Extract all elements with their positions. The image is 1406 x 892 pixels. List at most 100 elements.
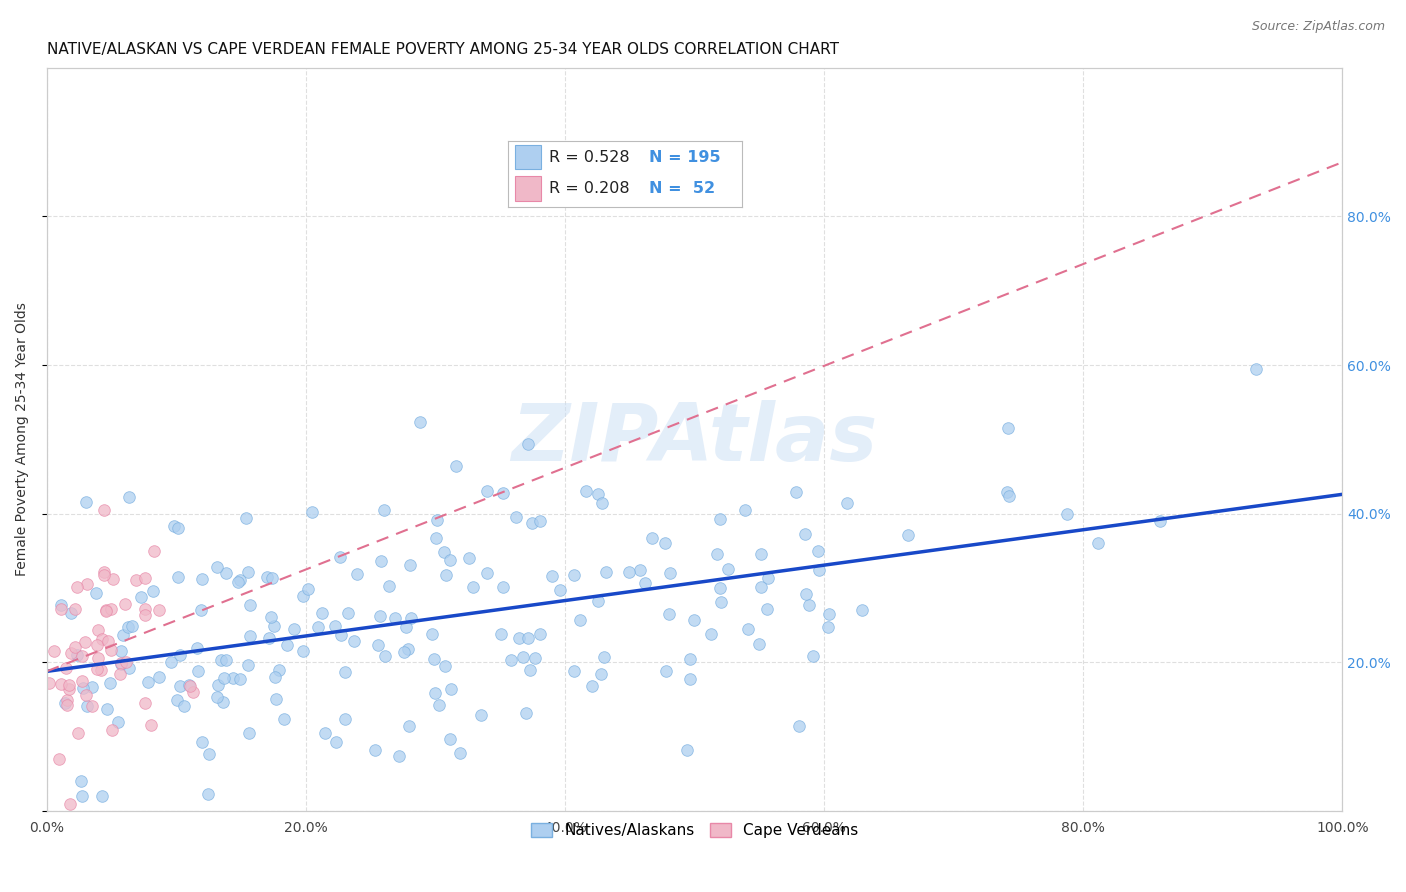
Point <box>48 752 70 766</box>
Point <box>562 664 585 678</box>
Point <box>51 676 73 690</box>
Point <box>995 485 1018 500</box>
Point <box>96 702 118 716</box>
Point <box>114 655 136 669</box>
Point <box>311 606 333 620</box>
Point <box>655 664 678 678</box>
Text: N = 195: N = 195 <box>648 150 720 164</box>
Point <box>207 678 229 692</box>
Point <box>160 655 183 669</box>
Point <box>215 653 238 667</box>
Point <box>433 545 456 559</box>
Point <box>505 509 527 524</box>
Point <box>492 486 515 500</box>
Point <box>53 696 76 710</box>
Point <box>125 573 148 587</box>
Point <box>94 604 117 618</box>
Point <box>325 735 347 749</box>
Point <box>683 613 706 627</box>
Point <box>118 490 141 504</box>
Point <box>103 572 125 586</box>
Point <box>63 601 86 615</box>
Point <box>399 558 422 572</box>
Point <box>516 632 538 646</box>
Point <box>370 554 392 568</box>
Point <box>273 712 295 726</box>
Point <box>93 567 115 582</box>
Point <box>817 620 839 634</box>
Point <box>617 565 640 579</box>
Point <box>139 718 162 732</box>
Point <box>117 620 139 634</box>
Point <box>134 571 156 585</box>
Point <box>238 726 260 740</box>
Point <box>675 743 697 757</box>
Point <box>756 602 779 616</box>
Point <box>75 494 97 508</box>
Point <box>117 661 139 675</box>
Point <box>72 649 94 664</box>
Point <box>658 566 681 580</box>
Point <box>110 657 132 671</box>
Point <box>335 665 357 680</box>
Point <box>423 652 446 666</box>
Point <box>997 421 1019 435</box>
Point <box>86 638 108 652</box>
Point <box>709 512 731 526</box>
Point <box>384 611 406 625</box>
Point <box>392 645 415 659</box>
Point <box>110 657 132 671</box>
Point <box>335 712 357 726</box>
Point <box>434 659 457 673</box>
Point <box>368 609 391 624</box>
Point <box>70 773 93 788</box>
Point <box>38 676 60 690</box>
Point <box>101 723 124 737</box>
Point <box>186 640 208 655</box>
Point <box>181 685 204 699</box>
Point <box>373 503 395 517</box>
Point <box>434 568 457 582</box>
Point <box>90 632 112 646</box>
Point <box>70 673 93 688</box>
Bar <box>515 176 541 201</box>
Point <box>586 593 609 607</box>
Point <box>55 661 77 675</box>
Point <box>808 564 831 578</box>
Point <box>787 719 810 733</box>
Point <box>96 603 118 617</box>
Point <box>364 743 387 757</box>
Point <box>66 580 89 594</box>
Point <box>818 607 841 621</box>
Point <box>633 576 655 591</box>
Point <box>190 602 212 616</box>
Point <box>198 747 221 762</box>
Point <box>236 565 259 579</box>
Point <box>148 603 170 617</box>
Point <box>263 618 285 632</box>
Point <box>429 698 451 713</box>
Point <box>336 606 359 620</box>
Point <box>292 590 315 604</box>
Point <box>179 679 201 693</box>
Text: NATIVE/ALASKAN VS CAPE VERDEAN FEMALE POVERTY AMONG 25-34 YEAR OLDS CORRELATION : NATIVE/ALASKAN VS CAPE VERDEAN FEMALE PO… <box>46 42 839 57</box>
Point <box>591 496 613 510</box>
Point <box>529 514 551 528</box>
Point <box>457 551 479 566</box>
Point <box>205 559 228 574</box>
Point <box>679 652 702 666</box>
Point <box>260 571 283 585</box>
Point <box>425 686 447 700</box>
Point <box>76 699 98 714</box>
Point <box>209 653 232 667</box>
Point <box>276 638 298 652</box>
Point <box>378 579 401 593</box>
Point <box>314 726 336 740</box>
Point <box>283 622 305 636</box>
Point <box>59 797 82 811</box>
Point <box>86 662 108 676</box>
Point <box>93 503 115 517</box>
Point <box>489 627 512 641</box>
Point <box>508 631 530 645</box>
Point <box>444 458 467 473</box>
